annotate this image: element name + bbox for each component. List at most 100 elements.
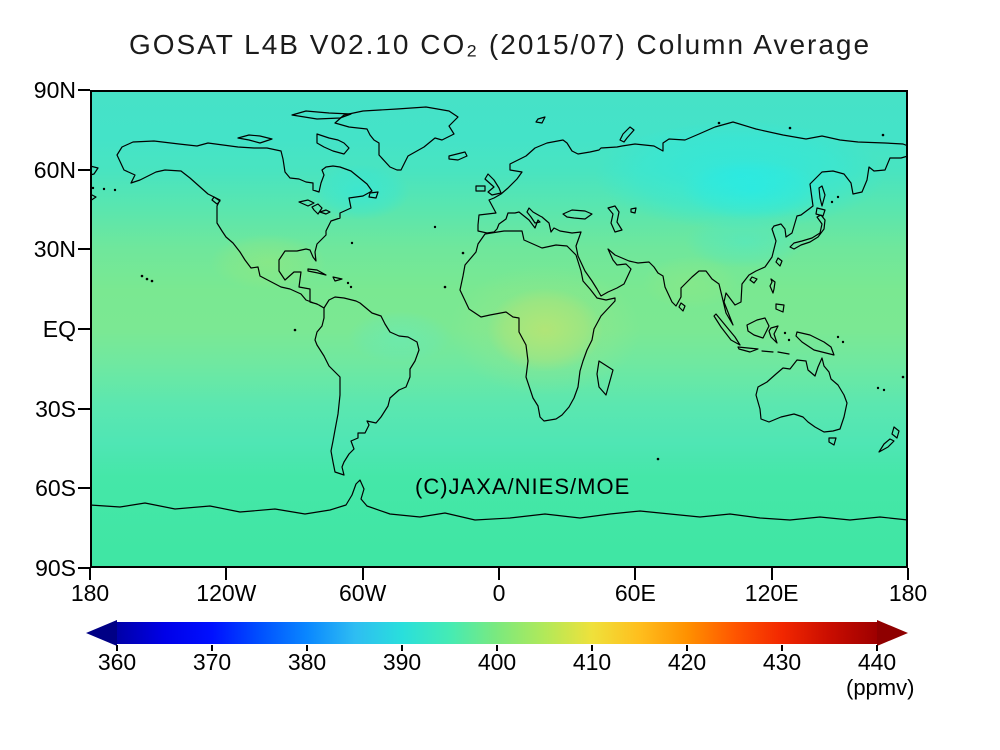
lon-tick	[770, 568, 773, 580]
coast-novaya-zemlya	[619, 126, 635, 143]
colorbar-tick	[116, 645, 118, 651]
colorbar-unit-label: (ppmv)	[846, 675, 915, 700]
lat-tick	[78, 407, 90, 410]
lon-tick-label: 60E	[614, 580, 656, 606]
lat-tick	[78, 168, 90, 171]
coast-madagascar	[596, 360, 614, 396]
colorbar-tick	[306, 645, 308, 651]
lon-tick	[634, 568, 637, 580]
colorbar-tick-label: 400	[477, 649, 517, 675]
coast-iceland	[448, 151, 468, 161]
coast-new-zealand	[878, 426, 900, 453]
coast-black-sea	[562, 209, 593, 220]
plot-title: GOSAT L4B V02.10 CO₂ (2015/07) Column Av…	[128, 29, 872, 60]
colorbar-tick-label: 420	[667, 649, 707, 675]
coast-victoria-island	[237, 134, 273, 144]
lon-tick-label: 0	[492, 580, 506, 606]
lat-tick-label: 60S	[35, 475, 76, 502]
coast-philippines	[769, 278, 785, 313]
colorbar-right-arrow	[877, 620, 908, 646]
colorbar-tick	[876, 645, 878, 651]
colorbar-tick-label: 390	[382, 649, 422, 675]
field-patch-siberia-core-low	[682, 160, 822, 220]
lon-tick-label: 60W	[339, 580, 387, 606]
world-map-plot: (C)JAXA/NIES/MOE	[90, 90, 908, 568]
lon-tick	[89, 568, 91, 580]
coast-ireland	[475, 185, 486, 192]
copyright-credit: (C)JAXA/NIES/MOE	[415, 474, 631, 499]
coast-aral-sea	[630, 207, 637, 214]
lat-tick	[78, 487, 90, 490]
coast-hispaniola	[332, 276, 343, 282]
lon-tick-label: 120W	[196, 580, 257, 606]
field-patch-mexico-high	[210, 234, 326, 290]
lon-tick-label: 120E	[744, 580, 799, 606]
coast-vancouver-island	[211, 196, 221, 205]
coast-tasmania	[828, 437, 837, 446]
lat-tick	[78, 328, 90, 330]
coast-sumatra	[713, 313, 741, 346]
lat-tick	[78, 567, 90, 569]
coast-sulawesi	[768, 325, 779, 344]
coast-baffin-island	[316, 133, 350, 155]
coast-sri-lanka	[678, 302, 686, 312]
colorbar-tick	[781, 645, 783, 651]
field-patch-amazon-low	[348, 311, 452, 363]
colorbar-tick-label: 410	[572, 649, 612, 675]
coast-sakhalin	[818, 185, 826, 207]
field-patch-africa-halo-high	[450, 265, 640, 395]
field-patch-east-canada-low	[310, 164, 410, 220]
lat-tick-label: 30N	[33, 236, 76, 263]
coast-taiwan	[775, 257, 783, 267]
lon-tick	[361, 568, 364, 580]
coast-svalbard	[535, 116, 546, 124]
colorbar-tick-label: 360	[97, 649, 137, 675]
coast-new-guinea	[795, 331, 835, 356]
coast-newfoundland	[368, 191, 379, 199]
lat-tick-label: 30S	[35, 395, 76, 422]
coast-borneo	[746, 317, 770, 339]
colorbar-tick	[401, 645, 403, 651]
coast-australia	[755, 357, 848, 433]
map-frame	[90, 90, 908, 568]
coast-japan	[789, 207, 826, 250]
colorbar-left-arrow	[86, 620, 117, 646]
coast-great-lakes	[298, 199, 331, 215]
coast-greenland	[334, 106, 459, 171]
colorbar-tick	[686, 645, 688, 651]
coast-britain	[484, 173, 502, 196]
coast-south-america	[314, 296, 420, 476]
lat-tick	[78, 248, 90, 251]
field-patch-east-china-low	[685, 216, 805, 268]
lat-tick-label: 90N	[33, 77, 76, 103]
colorbar-gradient	[117, 622, 877, 644]
colorbar-tick-label: 430	[762, 649, 802, 675]
lat-tick	[78, 89, 90, 91]
world-map-svg	[90, 90, 908, 568]
lat-tick-label: 90S	[35, 555, 76, 581]
coast-caspian-sea	[607, 205, 623, 233]
coast-ellesmere-island	[291, 110, 352, 120]
coast-eurasia	[477, 121, 908, 326]
co2-field-fill	[90, 90, 908, 568]
coast-cuba	[307, 268, 327, 276]
lon-tick-label: 180	[70, 580, 110, 606]
coast-antarctica	[90, 479, 908, 521]
colorbar-tick	[496, 645, 498, 651]
colorbar-tick-label: 380	[287, 649, 327, 675]
coast-africa	[459, 230, 616, 422]
colorbar-tick	[211, 645, 213, 651]
lat-tick-label: EQ	[42, 316, 76, 342]
coast-hainan	[749, 276, 758, 284]
small-islands-dots	[91, 121, 905, 461]
field-patch-india-high	[642, 256, 738, 308]
lon-tick	[498, 568, 500, 580]
lon-tick	[225, 568, 228, 580]
lon-tick-label: 180	[888, 580, 928, 606]
colorbar-tick	[591, 645, 593, 651]
coast-north-america	[116, 140, 373, 309]
colorbar-tick-label: 440	[857, 649, 897, 675]
colorbar-tick-label: 370	[192, 649, 232, 675]
coastlines	[90, 106, 908, 521]
